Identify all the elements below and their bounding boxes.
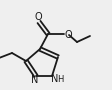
Text: H: H: [57, 75, 63, 84]
Text: O: O: [34, 12, 42, 22]
Text: N: N: [51, 74, 59, 84]
Text: O: O: [64, 30, 72, 40]
Text: N: N: [31, 75, 39, 85]
